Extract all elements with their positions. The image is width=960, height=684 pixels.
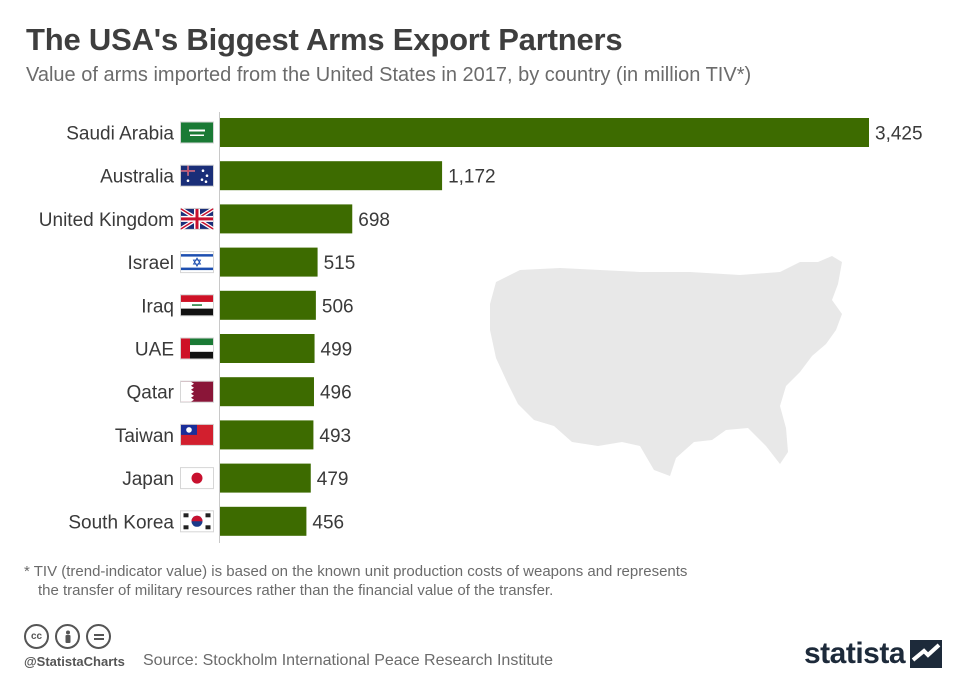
value-label: 499 xyxy=(321,340,353,361)
category-label: Japan xyxy=(122,469,174,490)
category-label: United Kingdom xyxy=(39,210,174,231)
flag-israel-icon xyxy=(180,251,214,274)
bar-chart: Saudi Arabia 3,425 Australia 1,172 United Ki… xyxy=(39,112,923,543)
flag-taiwan-icon xyxy=(180,423,214,446)
creative-commons-icon: cc xyxy=(24,624,49,649)
chart-title: The USA's Biggest Arms Export Partners xyxy=(26,22,623,57)
flag-saudi-arabia-icon xyxy=(180,121,214,144)
category-label: UAE xyxy=(135,340,174,361)
footnote-line-2: the transfer of military resources rathe… xyxy=(38,582,554,599)
statista-logo[interactable]: statista xyxy=(804,637,943,671)
twitter-handle[interactable]: @StatistaCharts xyxy=(24,654,125,669)
category-label: South Korea xyxy=(68,512,174,533)
value-label: 3,425 xyxy=(875,124,923,145)
flag-united-kingdom-icon xyxy=(179,207,215,231)
bar-qatar xyxy=(220,377,314,407)
logo-text: statista xyxy=(804,637,906,670)
value-label: 1,172 xyxy=(448,167,496,188)
bar-uae xyxy=(220,334,315,363)
value-label: 515 xyxy=(324,253,356,274)
value-label: 698 xyxy=(358,210,390,231)
chart-subtitle: Value of arms imported from the United S… xyxy=(26,64,752,86)
no-derivatives-icon xyxy=(86,624,111,649)
footnote: * TIV (trend-indicator value) is based o… xyxy=(24,562,687,600)
category-label: Israel xyxy=(128,253,174,274)
flag-iraq-icon xyxy=(180,294,214,317)
category-label: Australia xyxy=(100,167,174,188)
category-label: Qatar xyxy=(126,383,174,404)
category-label: Taiwan xyxy=(115,426,174,447)
value-label: 496 xyxy=(320,383,352,404)
bar-taiwan xyxy=(220,420,314,450)
value-label: 479 xyxy=(317,469,349,490)
footnote-line-1: * TIV (trend-indicator value) is based o… xyxy=(24,563,688,580)
bar-saudi-arabia xyxy=(220,118,869,147)
category-label: Saudi Arabia xyxy=(66,124,174,145)
bar-united-kingdom xyxy=(220,204,353,234)
license-icons: cc xyxy=(24,624,111,649)
bar-israel xyxy=(220,247,318,277)
statista-logo-icon xyxy=(910,640,943,668)
bar-south-korea xyxy=(220,506,307,536)
flag-qatar-icon xyxy=(180,380,214,403)
value-label: 506 xyxy=(322,296,354,317)
flag-uae-icon xyxy=(180,337,214,360)
usa-map-silhouette xyxy=(490,256,842,476)
value-label: 456 xyxy=(312,512,344,533)
flag-japan-icon xyxy=(180,467,214,490)
flag-australia-icon xyxy=(180,164,214,187)
value-label: 493 xyxy=(319,426,351,447)
bar-iraq xyxy=(220,290,316,320)
source-text: Source: Stockholm International Peace Re… xyxy=(143,652,553,669)
bar-japan xyxy=(220,463,311,493)
category-label: Iraq xyxy=(141,296,174,317)
bar-australia xyxy=(220,161,443,191)
attribution-icon xyxy=(55,624,80,649)
flag-south-korea-icon xyxy=(180,510,214,533)
